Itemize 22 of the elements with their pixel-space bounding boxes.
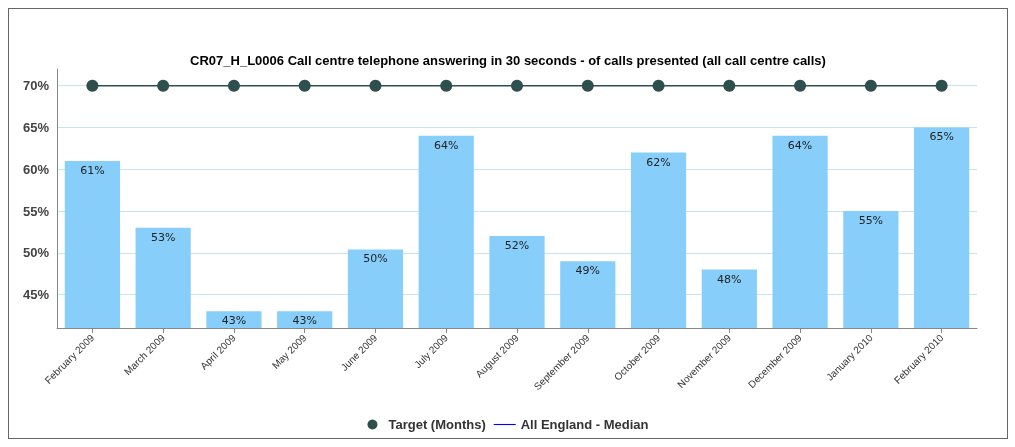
legend-label: Target (Months) xyxy=(388,417,486,432)
data-label: 55% xyxy=(858,214,884,228)
data-label: 65% xyxy=(929,130,954,144)
data-label: 64% xyxy=(787,138,813,152)
y-tick-label: 50% xyxy=(22,245,50,261)
data-label: 49% xyxy=(575,264,600,278)
data-label: 61% xyxy=(80,163,105,177)
data-label: 50% xyxy=(363,252,388,266)
data-label: 43% xyxy=(221,314,247,328)
y-tick-label: 70% xyxy=(22,78,50,94)
chart-title: CR07_H_L0006 Call centre telephone answering in 30 seconds - of calls presented (all call centre calls) xyxy=(190,53,826,68)
data-label: 64% xyxy=(434,138,459,152)
y-tick-label: 55% xyxy=(22,203,50,219)
data-label: 53% xyxy=(150,230,176,244)
data-label: 48% xyxy=(717,272,742,286)
y-tick-label: 60% xyxy=(22,161,50,177)
legend-label: All England - Median xyxy=(520,417,649,432)
y-tick-label: 65% xyxy=(22,119,50,135)
data-label: 43% xyxy=(292,314,317,328)
data-label: 62% xyxy=(646,155,671,169)
data-label: 52% xyxy=(504,239,530,253)
y-tick-label: 45% xyxy=(22,287,50,303)
